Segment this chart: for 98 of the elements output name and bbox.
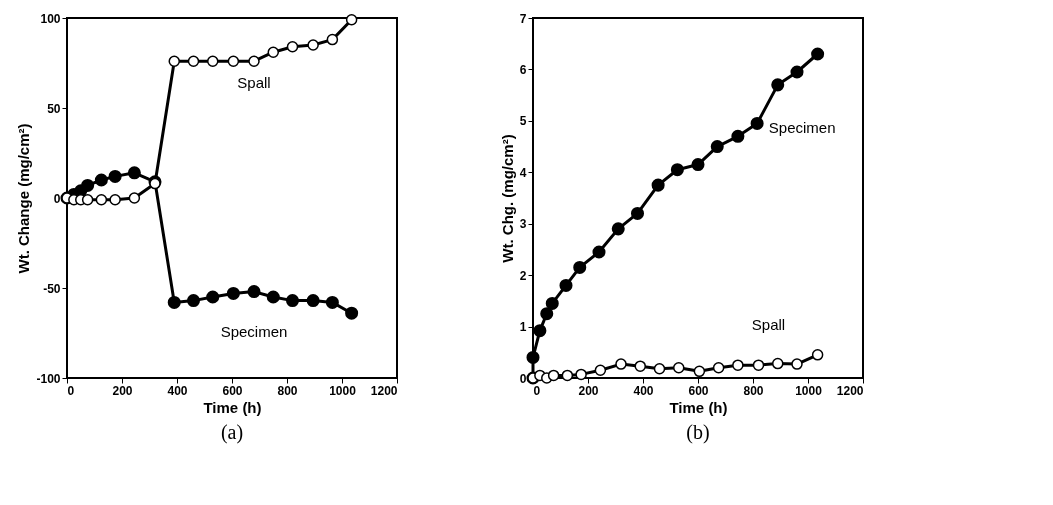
point xyxy=(594,364,607,377)
point xyxy=(526,350,540,364)
point xyxy=(651,178,665,192)
point xyxy=(345,306,359,320)
text: (a) xyxy=(220,421,244,444)
x-tick-label: 1200 xyxy=(370,383,398,398)
point xyxy=(771,78,785,92)
y-tick-label: 50 xyxy=(47,101,61,116)
point xyxy=(81,194,94,206)
point xyxy=(186,294,201,308)
y-tick-label: -50 xyxy=(43,281,61,296)
point xyxy=(575,368,587,381)
x-tick-label: 800 xyxy=(743,383,764,398)
point xyxy=(732,359,744,371)
y-tick-label: 100 xyxy=(40,11,61,26)
point xyxy=(94,173,108,187)
point xyxy=(81,178,95,192)
point xyxy=(540,307,554,321)
x-tick-label: 1200 xyxy=(836,383,864,398)
series-label: Specimen xyxy=(768,119,836,137)
y-tick-label: 2 xyxy=(519,268,527,283)
point xyxy=(533,324,547,338)
point xyxy=(634,360,646,372)
point xyxy=(95,194,108,206)
point xyxy=(108,169,122,183)
point xyxy=(791,358,803,370)
point xyxy=(710,140,724,154)
point xyxy=(248,55,260,67)
x-tick-label: 0 xyxy=(533,383,541,398)
point xyxy=(592,245,606,259)
point xyxy=(307,39,319,51)
point xyxy=(790,65,804,79)
x-tick-label: 600 xyxy=(688,383,709,398)
x-tick-label: 200 xyxy=(578,383,599,398)
point xyxy=(306,294,320,308)
series-label: Spall xyxy=(237,74,271,92)
point xyxy=(325,295,339,309)
x-tick-label: 800 xyxy=(277,383,298,398)
y-tick-label: 0 xyxy=(519,371,527,386)
x-tick-label: 200 xyxy=(112,383,133,398)
series-label: Spall xyxy=(751,316,786,334)
point xyxy=(750,116,764,130)
series-label: Specimen xyxy=(220,322,288,340)
point xyxy=(752,359,765,371)
point xyxy=(615,358,627,370)
point xyxy=(207,55,219,67)
point xyxy=(109,194,121,206)
x-tick-label: 400 xyxy=(633,383,654,398)
point xyxy=(168,55,180,67)
x-axis-title: Time (h) xyxy=(669,398,728,416)
point xyxy=(345,14,358,26)
point xyxy=(247,285,261,299)
point xyxy=(226,286,240,300)
point xyxy=(673,361,685,374)
point xyxy=(547,369,560,382)
y-tick-label: -100 xyxy=(36,371,61,386)
point xyxy=(670,163,684,177)
point xyxy=(559,278,573,292)
point xyxy=(326,33,339,46)
point xyxy=(693,365,706,378)
y-tick-label: 4 xyxy=(519,165,527,180)
point xyxy=(691,158,705,172)
point xyxy=(772,357,784,370)
point xyxy=(285,294,300,308)
y-tick-label: 0 xyxy=(53,191,61,206)
point xyxy=(630,206,645,220)
point xyxy=(811,349,824,361)
text: (b) xyxy=(686,421,710,444)
point xyxy=(811,47,825,61)
point xyxy=(187,55,200,67)
point xyxy=(128,192,141,204)
point xyxy=(227,55,240,67)
point xyxy=(731,129,745,143)
point xyxy=(561,369,574,382)
y-axis-title: Wt. Change (mg/cm²) xyxy=(15,123,33,274)
point xyxy=(127,166,141,180)
y-axis-title: Wt. Chg. (mg/cm²) xyxy=(498,134,516,263)
y-tick-label: 6 xyxy=(519,62,527,77)
y-tick-label: 1 xyxy=(519,320,527,335)
y-tick-label: 5 xyxy=(519,114,527,129)
point xyxy=(167,295,181,309)
x-tick-label: 600 xyxy=(222,383,243,398)
point xyxy=(573,260,587,274)
x-tick-label: 0 xyxy=(67,383,75,398)
point xyxy=(712,361,725,374)
x-tick-label: 400 xyxy=(167,383,188,398)
point xyxy=(266,290,280,304)
x-tick-label: 1000 xyxy=(329,383,357,398)
point xyxy=(267,46,279,58)
x-tick-label: 1000 xyxy=(795,383,823,398)
point xyxy=(545,296,559,310)
point xyxy=(206,290,220,304)
point xyxy=(611,222,625,236)
y-tick-label: 3 xyxy=(519,217,527,232)
point xyxy=(286,41,299,53)
x-axis-title: Time (h) xyxy=(203,398,262,416)
point xyxy=(653,363,666,375)
y-tick-label: 7 xyxy=(519,11,527,26)
